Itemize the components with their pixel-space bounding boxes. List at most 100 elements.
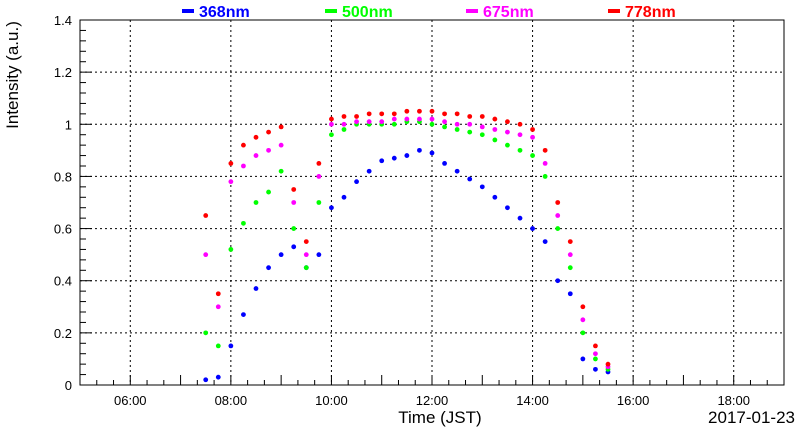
series-500nm bbox=[203, 119, 611, 372]
data-point bbox=[241, 163, 246, 169]
series-778nm bbox=[203, 108, 611, 367]
data-point bbox=[429, 108, 435, 114]
data-point bbox=[479, 114, 485, 119]
y-axis-label: Intensity (a.u.) bbox=[3, 21, 22, 129]
legend-label: 368nm bbox=[199, 4, 250, 21]
data-point bbox=[492, 194, 498, 200]
x-tick-label: 18:00 bbox=[717, 393, 750, 408]
data-point bbox=[228, 343, 234, 349]
data-point bbox=[580, 304, 586, 310]
x-tick-label: 16:00 bbox=[617, 393, 650, 408]
data-point bbox=[454, 168, 460, 174]
data-point bbox=[442, 160, 447, 166]
data-point bbox=[391, 111, 397, 117]
data-point bbox=[291, 244, 297, 250]
data-point bbox=[517, 121, 523, 127]
data-point bbox=[379, 111, 385, 117]
x-tick-label: 10:00 bbox=[315, 393, 348, 408]
data-point bbox=[203, 213, 209, 218]
data-point bbox=[442, 119, 447, 125]
data-point bbox=[278, 142, 284, 148]
data-points bbox=[203, 108, 611, 383]
data-point bbox=[567, 239, 573, 245]
data-point bbox=[530, 153, 535, 158]
data-point bbox=[479, 124, 485, 130]
grid-lines bbox=[80, 19, 784, 386]
data-point bbox=[253, 153, 259, 158]
data-point bbox=[567, 291, 573, 297]
data-point bbox=[215, 304, 221, 310]
x-axis-label: Time (JST) bbox=[398, 408, 481, 427]
y-tick-label: 0.2 bbox=[54, 326, 72, 341]
data-point bbox=[316, 252, 322, 258]
data-point bbox=[429, 116, 435, 122]
y-tick-label: 0.8 bbox=[54, 169, 72, 184]
data-point bbox=[329, 205, 334, 211]
data-point bbox=[555, 226, 561, 231]
data-point bbox=[241, 220, 246, 226]
data-point bbox=[530, 134, 535, 140]
data-point bbox=[404, 108, 410, 114]
data-point bbox=[291, 187, 297, 192]
data-point bbox=[542, 174, 548, 179]
data-point bbox=[530, 127, 535, 132]
data-point bbox=[467, 129, 473, 135]
data-point bbox=[203, 377, 209, 383]
data-point bbox=[266, 265, 271, 271]
data-point bbox=[341, 114, 347, 119]
data-point bbox=[593, 351, 598, 357]
data-point bbox=[593, 356, 598, 362]
data-point bbox=[417, 116, 422, 122]
data-point bbox=[228, 160, 234, 166]
data-point bbox=[404, 153, 410, 158]
data-point bbox=[303, 239, 309, 245]
data-point bbox=[429, 150, 435, 156]
data-point bbox=[567, 252, 573, 258]
axis-ticks: 06:00 08:00 10:00 12:00 14:00 16:00 18:00 0 0.2 0… bbox=[54, 13, 785, 408]
data-point bbox=[354, 119, 359, 125]
data-point bbox=[266, 189, 271, 195]
data-point bbox=[329, 116, 334, 122]
data-point bbox=[354, 179, 359, 185]
y-tick-label: 0 bbox=[65, 378, 72, 393]
data-point bbox=[492, 116, 498, 122]
data-point bbox=[542, 239, 548, 245]
data-point bbox=[215, 374, 221, 380]
data-point bbox=[291, 200, 297, 205]
data-point bbox=[379, 158, 385, 164]
data-point bbox=[404, 116, 410, 122]
data-point bbox=[517, 215, 523, 221]
data-point bbox=[580, 317, 586, 323]
data-point bbox=[278, 252, 284, 258]
x-tick-label: 06:00 bbox=[114, 393, 147, 408]
data-point bbox=[467, 176, 473, 182]
data-point bbox=[567, 265, 573, 271]
legend-label: 500nm bbox=[342, 4, 393, 21]
data-point bbox=[580, 330, 586, 336]
data-point bbox=[266, 129, 271, 135]
data-point bbox=[291, 226, 297, 231]
data-point bbox=[442, 111, 447, 117]
data-point bbox=[542, 160, 548, 166]
data-point bbox=[354, 114, 359, 119]
data-point bbox=[316, 160, 322, 166]
data-point bbox=[366, 119, 372, 125]
y-tick-label: 0.4 bbox=[54, 274, 72, 289]
data-point bbox=[454, 127, 460, 132]
data-point bbox=[555, 278, 561, 284]
data-point bbox=[542, 147, 548, 153]
data-point bbox=[253, 286, 259, 291]
data-point bbox=[329, 121, 334, 127]
data-point bbox=[228, 247, 234, 252]
data-point bbox=[593, 366, 598, 372]
data-point bbox=[366, 111, 372, 117]
series-675nm bbox=[203, 116, 611, 370]
data-point bbox=[215, 343, 221, 349]
x-tick-label: 12:00 bbox=[416, 393, 449, 408]
data-point bbox=[303, 265, 309, 271]
y-tick-label: 1 bbox=[65, 117, 72, 132]
data-point bbox=[442, 124, 447, 130]
data-point bbox=[492, 127, 498, 132]
y-tick-label: 1.4 bbox=[54, 13, 72, 28]
data-point bbox=[530, 226, 535, 231]
